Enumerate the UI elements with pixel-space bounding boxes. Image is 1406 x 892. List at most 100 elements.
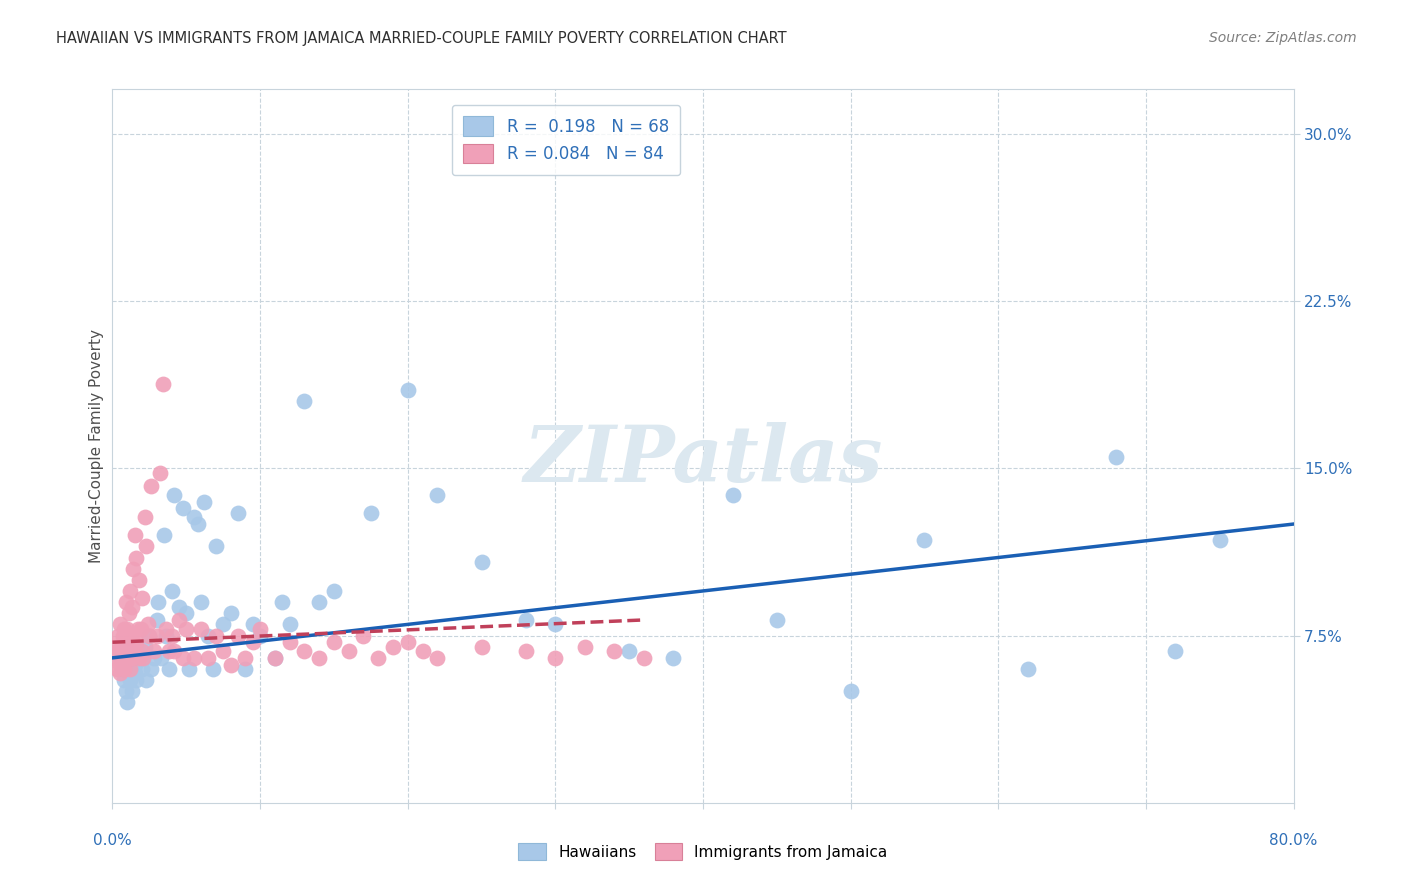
Point (278, 617, 301, 632)
Point (112, 662, 135, 676)
Point (122, 635, 145, 649)
Point (107, 628, 129, 642)
Point (212, 644, 235, 658)
Text: 80.0%: 80.0% (1270, 833, 1317, 848)
Point (117, 651, 138, 665)
Point (308, 595, 330, 609)
Point (138, 628, 160, 642)
Point (108, 617, 131, 632)
Point (118, 628, 141, 642)
Point (150, 651, 173, 665)
Point (153, 528, 176, 542)
Point (114, 595, 136, 609)
Point (117, 644, 138, 658)
Point (112, 635, 135, 649)
Text: HAWAIIAN VS IMMIGRANTS FROM JAMAICA MARRIED-COUPLE FAMILY POVERTY CORRELATION CH: HAWAIIAN VS IMMIGRANTS FROM JAMAICA MARR… (56, 31, 787, 46)
Point (111, 662, 134, 676)
Legend: Hawaiians, Immigrants from Jamaica: Hawaiians, Immigrants from Jamaica (512, 837, 894, 866)
Point (155, 628, 177, 642)
Point (107, 644, 129, 658)
Text: 0.0%: 0.0% (93, 833, 132, 848)
Point (205, 539, 228, 553)
Point (129, 622, 152, 636)
Point (132, 651, 155, 665)
Point (226, 628, 249, 642)
Point (470, 555, 494, 569)
Point (105, 640, 128, 654)
Text: Source: ZipAtlas.com: Source: ZipAtlas.com (1209, 31, 1357, 45)
Point (121, 684, 143, 698)
Point (603, 644, 626, 658)
Point (426, 651, 449, 665)
Point (233, 662, 256, 676)
Point (139, 662, 162, 676)
Point (146, 628, 169, 642)
Point (721, 488, 744, 502)
Point (163, 644, 186, 658)
Point (271, 595, 294, 609)
Point (135, 673, 157, 687)
Point (197, 628, 219, 642)
Point (112, 622, 135, 636)
Point (226, 506, 249, 520)
Point (134, 640, 156, 654)
Point (132, 651, 155, 665)
Point (470, 640, 494, 654)
Point (152, 376, 174, 391)
Point (124, 657, 146, 672)
Y-axis label: Married-Couple Family Poverty: Married-Couple Family Poverty (89, 329, 104, 563)
Point (352, 628, 374, 642)
Point (323, 583, 346, 598)
Point (142, 644, 165, 658)
Point (323, 635, 346, 649)
Point (172, 501, 194, 516)
Point (201, 662, 224, 676)
Point (174, 622, 197, 636)
Point (108, 651, 131, 665)
Point (134, 510, 156, 524)
Point (124, 528, 146, 542)
Point (125, 635, 148, 649)
Point (139, 479, 162, 493)
Point (205, 628, 228, 642)
Point (167, 613, 190, 627)
Point (135, 539, 157, 553)
Point (125, 673, 148, 687)
Point (1105, 450, 1128, 464)
Point (411, 644, 433, 658)
Point (131, 644, 153, 658)
Point (619, 644, 641, 658)
Point (278, 635, 301, 649)
Point (110, 640, 132, 654)
Legend: R =  0.198   N = 68, R = 0.084   N = 84: R = 0.198 N = 68, R = 0.084 N = 84 (451, 104, 681, 175)
Point (396, 384, 419, 398)
Point (112, 673, 135, 687)
Point (1208, 533, 1232, 547)
Point (157, 644, 180, 658)
Point (108, 666, 131, 681)
Point (111, 644, 134, 658)
Point (127, 622, 149, 636)
Point (163, 488, 186, 502)
Point (120, 662, 142, 676)
Point (544, 617, 567, 632)
Point (128, 651, 150, 665)
Point (155, 622, 177, 636)
Point (179, 662, 201, 676)
Point (308, 651, 330, 665)
Point (249, 628, 271, 642)
Point (914, 533, 936, 547)
Point (515, 644, 537, 658)
Point (190, 595, 212, 609)
Point (219, 657, 242, 672)
Point (120, 583, 142, 598)
Point (264, 651, 287, 665)
Point (172, 651, 194, 665)
Point (122, 562, 145, 576)
Point (128, 644, 150, 658)
Point (117, 696, 138, 710)
Point (396, 635, 419, 649)
Point (190, 622, 212, 636)
Point (544, 651, 567, 665)
Point (193, 494, 215, 508)
